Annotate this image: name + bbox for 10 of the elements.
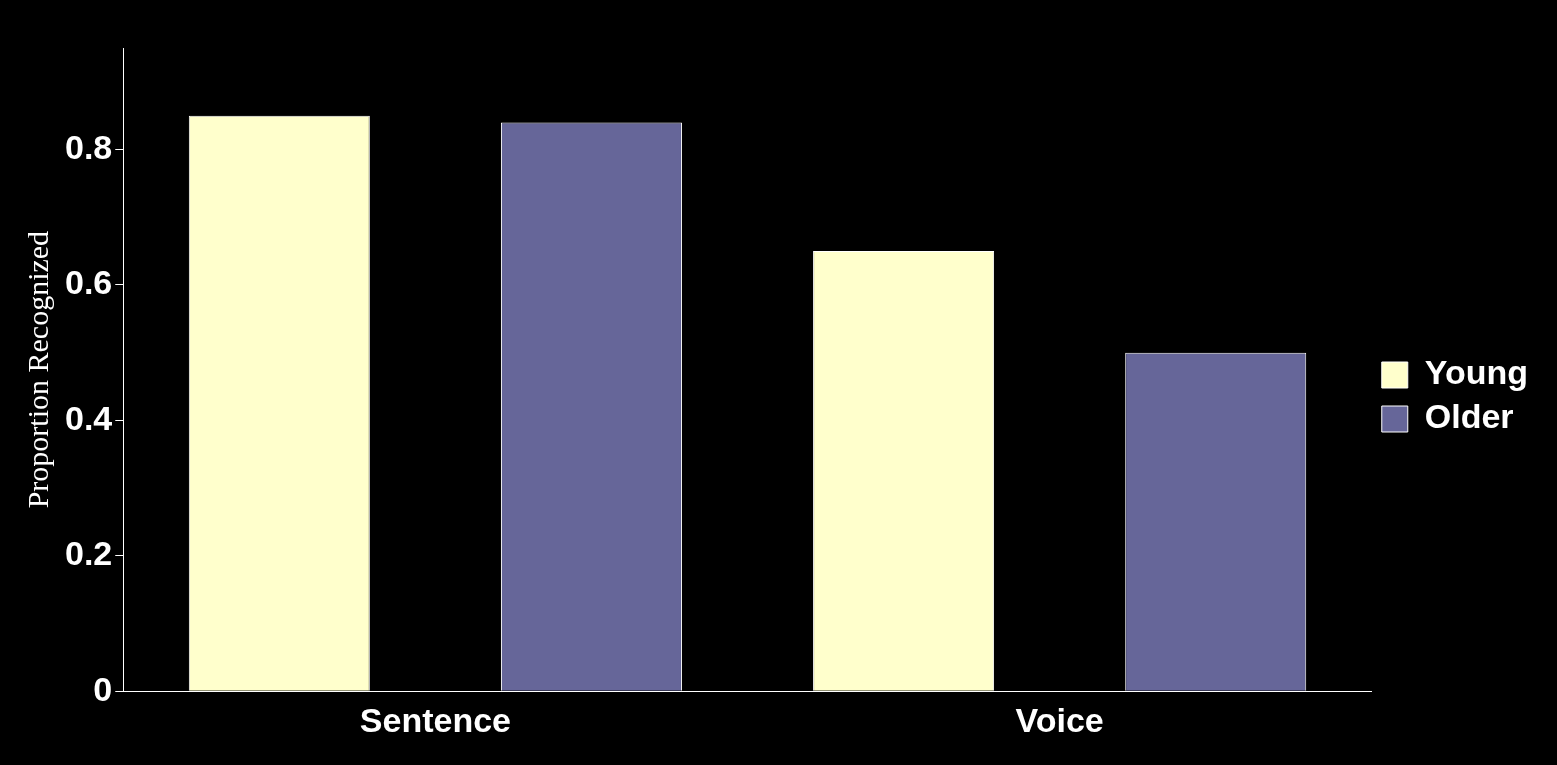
y-tick-label: 0.4	[65, 398, 113, 437]
y-tick-label: 0.2	[65, 534, 113, 573]
x-tick-label: Sentence	[359, 700, 511, 739]
y-tick-label: 0	[93, 669, 113, 708]
y-tick-label: 0.8	[65, 127, 113, 166]
x-tick-label: Voice	[1015, 700, 1104, 739]
y-tick-label: 0.6	[65, 263, 113, 302]
legend-label: Young	[1424, 353, 1529, 392]
y-axis-title: Proportion Recognized	[20, 230, 54, 509]
legend-label: Older	[1424, 397, 1514, 436]
